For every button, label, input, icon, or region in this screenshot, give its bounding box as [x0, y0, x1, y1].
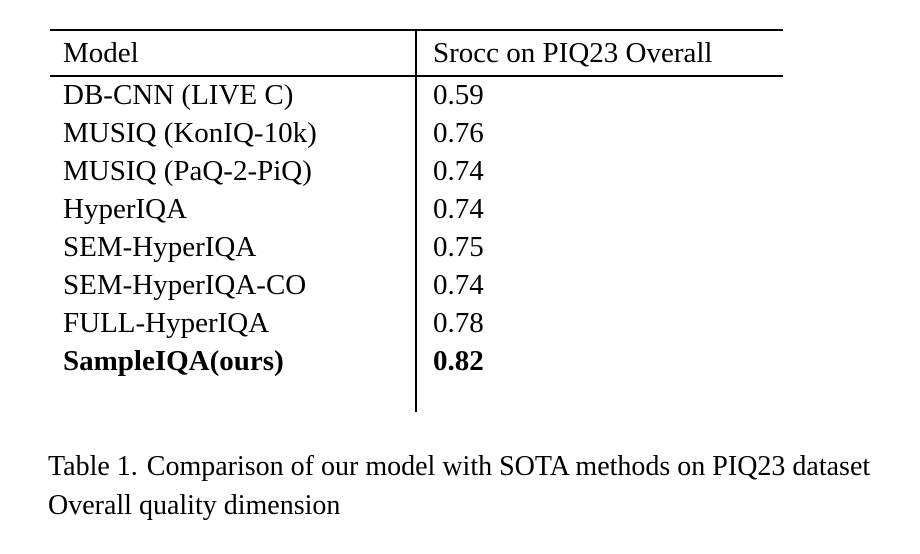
- model-name-cell: MUSIQ (KonIQ-10k): [63, 116, 317, 149]
- srocc-value-cell: 0.78: [415, 304, 783, 342]
- srocc-value-cell: 0.75: [415, 228, 783, 266]
- model-name-cell: MUSIQ (PaQ-2-PiQ): [63, 154, 312, 187]
- spacer-cell: [415, 380, 783, 412]
- column-header-srocc: Srocc on PIQ23 Overall: [415, 30, 783, 76]
- model-name-cell: SEM-HyperIQA: [63, 230, 257, 263]
- table-header: Model Srocc on PIQ23 Overall: [50, 30, 783, 76]
- model-name-cell: SEM-HyperIQA-CO: [63, 268, 307, 301]
- table-row: MUSIQ (PaQ-2-PiQ) 0.74: [50, 152, 783, 190]
- table-body: DB-CNN (LIVE C) 0.59 MUSIQ (KonIQ-10k) 0.76…: [50, 76, 783, 412]
- srocc-value-cell: 0.74: [415, 266, 783, 304]
- results-table: Model Srocc on PIQ23 Overall DB-CNN (LIV…: [50, 29, 783, 412]
- spacer-cell: [50, 380, 416, 412]
- column-header-model: Model: [63, 36, 139, 69]
- srocc-value-cell: 0.76: [415, 114, 783, 152]
- model-name-cell: DB-CNN (LIVE C): [63, 79, 294, 111]
- srocc-value-cell: 0.74: [415, 190, 783, 228]
- srocc-value-cell: 0.82: [415, 342, 783, 380]
- table-row: HyperIQA 0.74: [50, 190, 783, 228]
- table-row: MUSIQ (KonIQ-10k) 0.76: [50, 114, 783, 152]
- model-name-cell: HyperIQA: [63, 192, 188, 225]
- table-row: DB-CNN (LIVE C) 0.59: [50, 76, 783, 114]
- srocc-value-cell: 0.74: [415, 152, 783, 190]
- model-name-cell: SampleIQA(ours): [63, 344, 284, 377]
- model-name-cell: FULL-HyperIQA: [63, 306, 270, 339]
- table-rule-tail: [50, 380, 783, 412]
- table-row: SEM-HyperIQA 0.75: [50, 228, 783, 266]
- table-caption-label: Table 1.: [48, 451, 138, 482]
- table-row: FULL-HyperIQA 0.78: [50, 304, 783, 342]
- srocc-value-cell: 0.59: [415, 76, 783, 114]
- table-caption: Table 1. Comparison of our model with SOT…: [48, 447, 896, 525]
- table-row: SampleIQA(ours) 0.82: [50, 342, 783, 380]
- table-header-row: Model Srocc on PIQ23 Overall: [50, 30, 783, 76]
- table-caption-text: Comparison of our model with SOTA method…: [48, 451, 871, 521]
- table-row: SEM-HyperIQA-CO 0.74: [50, 266, 783, 304]
